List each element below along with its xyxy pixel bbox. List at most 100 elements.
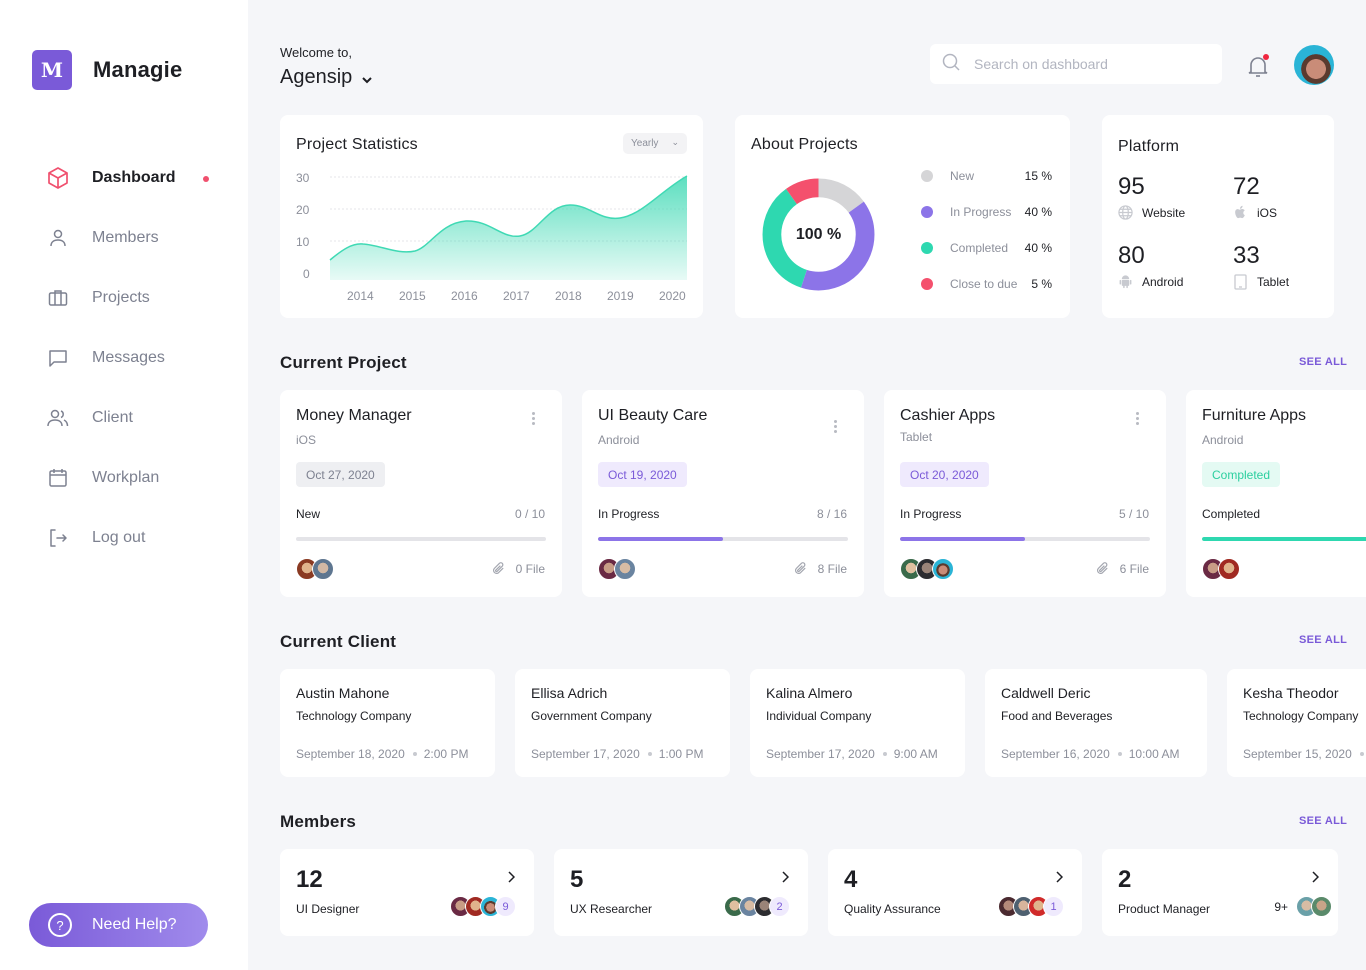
avatar [1311, 896, 1332, 917]
x-tick: 2016 [451, 289, 478, 303]
sidebar-item-dashboard[interactable]: Dashboard [0, 148, 248, 208]
client-name: Caldwell Deric [1001, 685, 1091, 701]
search-input[interactable] [974, 56, 1194, 72]
see-all-projects-link[interactable]: SEE ALL [1299, 356, 1348, 368]
sidebar-item-members[interactable]: Members [0, 208, 248, 268]
donut-legend: New 15 % In Progress 40 % Completed 40 %… [921, 158, 1054, 302]
legend-swatch [921, 206, 933, 218]
need-help-button[interactable]: ? Need Help? [29, 903, 208, 947]
more-options-icon[interactable] [1136, 412, 1140, 426]
project-card[interactable]: UI Beauty Care Android Oct 19, 2020 In P… [582, 390, 864, 597]
chevron-right-icon[interactable] [1055, 871, 1063, 883]
paperclip-icon [492, 562, 504, 574]
client-name: Austin Mahone [296, 685, 390, 701]
avatar [1218, 558, 1240, 580]
avatar [312, 558, 334, 580]
platform-value: 33 [1233, 242, 1260, 269]
platform-stat-ios: 72 iOS [1233, 173, 1277, 220]
project-card[interactable]: Furniture Apps Android Completed Complet… [1186, 390, 1366, 597]
project-card[interactable]: Cashier Apps Tablet Oct 20, 2020 In Prog… [884, 390, 1166, 597]
x-tick: 2019 [607, 289, 634, 303]
project-platform: Android [1202, 433, 1244, 447]
client-datetime: September 18, 2020 2:00 PM [296, 747, 469, 761]
progress-bar [296, 537, 546, 541]
sidebar-item-label: Dashboard [92, 169, 176, 186]
client-card[interactable]: Kesha Theodor Technology Company Septemb… [1227, 669, 1366, 777]
notification-button[interactable] [1245, 53, 1271, 79]
project-status: In Progress [598, 507, 660, 521]
section-title-current-client: Current Client [280, 632, 397, 651]
member-avatars: 2 [724, 896, 790, 917]
client-card[interactable]: Kalina Almero Individual Company Septemb… [750, 669, 965, 777]
paperclip-icon [794, 562, 806, 574]
member-group-card[interactable]: 4 Quality Assurance 1 [828, 849, 1082, 936]
chat-icon [46, 346, 70, 370]
legend-value: 40 % [1024, 205, 1052, 219]
member-group-card[interactable]: 2 Product Manager 9+ [1102, 849, 1338, 936]
project-card[interactable]: Money Manager iOS Oct 27, 2020 New 0 / 1… [280, 390, 562, 597]
chevron-right-icon[interactable] [1311, 871, 1319, 883]
period-value: Yearly [631, 138, 659, 149]
x-tick: 2020 [659, 289, 686, 303]
x-tick: 2017 [503, 289, 530, 303]
platform-value: 95 [1118, 173, 1145, 200]
active-indicator [203, 176, 209, 182]
sidebar-item-label: Members [92, 229, 159, 246]
platform-stat-website: 95 Website [1118, 173, 1185, 220]
sidebar-item-client[interactable]: Client [0, 388, 248, 448]
sidebar-item-projects[interactable]: Projects [0, 268, 248, 328]
legend-item: In Progress 40 % [921, 194, 1054, 230]
client-datetime: September 17, 2020 9:00 AM [766, 747, 938, 761]
y-tick: 10 [296, 235, 310, 249]
see-all-members-link[interactable]: SEE ALL [1299, 815, 1348, 827]
member-group-card[interactable]: 5 UX Researcher 2 [554, 849, 808, 936]
legend-label: In Progress [950, 205, 1012, 219]
project-name: Furniture Apps [1202, 407, 1307, 424]
legend-label: Completed [950, 241, 1009, 255]
client-card[interactable]: Caldwell Deric Food and Beverages Septem… [985, 669, 1207, 777]
android-icon [1119, 275, 1132, 289]
user-avatar[interactable] [1294, 45, 1334, 85]
search-bar [930, 44, 1222, 84]
project-status: Completed [1202, 507, 1261, 521]
see-all-clients-link[interactable]: SEE ALL [1299, 634, 1348, 646]
y-tick: 0 [303, 267, 310, 281]
legend-value: 15 % [1024, 169, 1052, 183]
client-name: Ellisa Adrich [531, 685, 608, 701]
client-card[interactable]: Austin Mahone Technology Company Septemb… [280, 669, 495, 777]
chevron-right-icon[interactable] [781, 871, 789, 883]
sidebar-item-workplan[interactable]: Workplan [0, 448, 248, 508]
project-name: Money Manager [296, 407, 412, 424]
chevron-right-icon[interactable] [507, 871, 515, 883]
bell-icon [1248, 57, 1268, 77]
progress-bar [900, 537, 1150, 541]
sidebar-item-label: Projects [92, 289, 150, 306]
client-card[interactable]: Ellisa Adrich Government Company Septemb… [515, 669, 730, 777]
sidebar-item-messages[interactable]: Messages [0, 328, 248, 388]
platform-label: Tablet [1257, 275, 1290, 289]
period-select[interactable]: Yearly ⌄ [623, 133, 687, 154]
member-role: Product Manager [1118, 902, 1211, 916]
main-content: Welcome to, Agensip Project Statistics Y… [248, 0, 1366, 970]
card-title: Platform [1118, 138, 1180, 155]
avatar [614, 558, 636, 580]
sidebar-item-logout[interactable]: Log out [0, 508, 248, 568]
workspace-switcher[interactable]: Agensip [280, 66, 372, 89]
project-statistics-card: Project Statistics Yearly ⌄ 30 20 10 0 [280, 115, 703, 318]
client-datetime: September 15, 2020 [1243, 747, 1366, 761]
project-progress-count: 5 / 10 [1118, 507, 1149, 521]
chevron-down-icon: ⌄ [671, 137, 679, 147]
more-options-icon[interactable] [532, 412, 536, 426]
calendar-icon [46, 466, 70, 490]
sidebar: M Managie Dashboard Members Projects [0, 0, 248, 970]
brand-logo[interactable]: M Managie [32, 50, 182, 90]
avatar [932, 558, 954, 580]
member-avatars: 1 [998, 896, 1064, 917]
more-members-badge: 2 [769, 896, 790, 917]
y-tick: 30 [296, 171, 310, 185]
card-title: About Projects [751, 136, 858, 153]
donut-center-label: 100 % [795, 225, 842, 243]
member-group-card[interactable]: 12 UI Designer 9 [280, 849, 534, 936]
paperclip-icon [1096, 562, 1108, 574]
more-options-icon[interactable] [834, 420, 838, 434]
